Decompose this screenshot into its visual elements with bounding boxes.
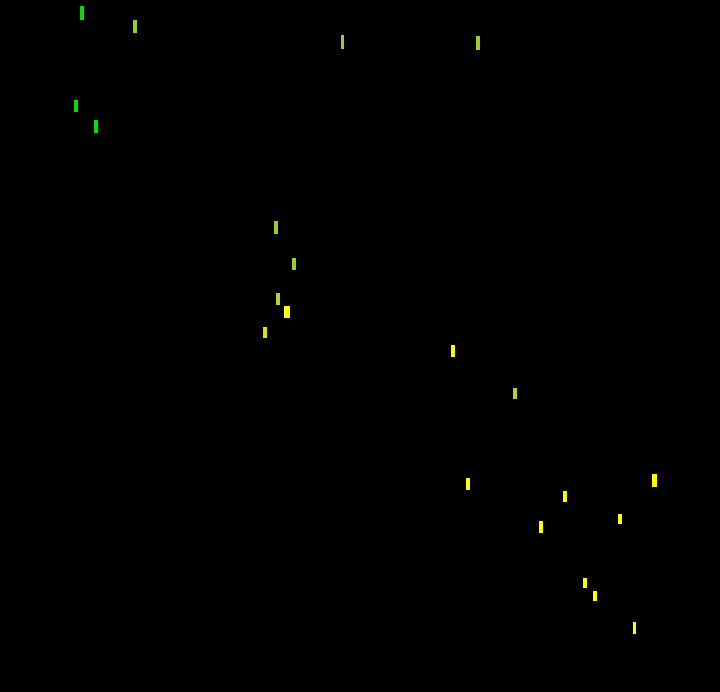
- glyph-fragment: [593, 591, 597, 601]
- glyph-fragment: [618, 514, 622, 524]
- glyph-fragment: [451, 345, 455, 357]
- glyph-fragment: [539, 521, 543, 533]
- glyph-fragment: [341, 35, 344, 49]
- glyph-fragment: [466, 478, 470, 490]
- glyph-fragment: [284, 306, 290, 318]
- glyph-fragment: [513, 388, 517, 399]
- glyph-fragment: [133, 20, 137, 33]
- glyph-fragment: [476, 36, 480, 50]
- glyph-fragment: [274, 221, 278, 234]
- glyph-fragment: [276, 293, 280, 305]
- glyph-fragment: [583, 578, 587, 588]
- glyph-fragment: [633, 622, 636, 634]
- glyph-fragment: [652, 474, 657, 487]
- glyph-fragment: [94, 120, 98, 133]
- glyph-fragment: [563, 491, 567, 502]
- glyph-fragment: [292, 258, 296, 270]
- glyph-fragment: [80, 6, 84, 20]
- glyph-fragment: [263, 327, 267, 338]
- glyph-fragment: [74, 100, 78, 112]
